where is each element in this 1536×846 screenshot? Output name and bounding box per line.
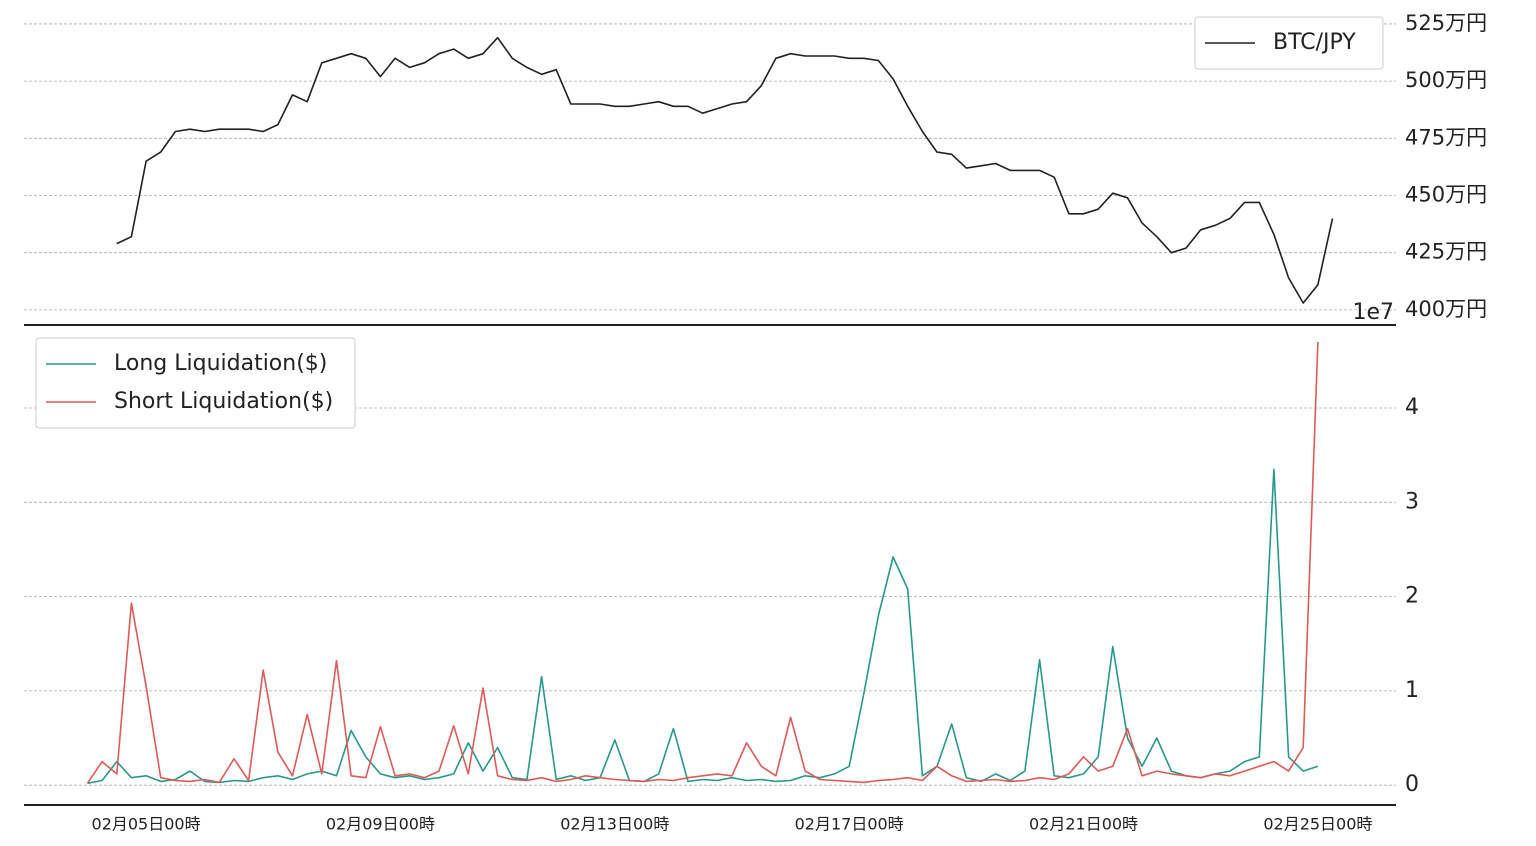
- series-line: [87, 468, 1319, 785]
- x-tick-label: 02月21日00時: [1029, 815, 1138, 834]
- y-tick-label: 525万円: [1405, 11, 1487, 35]
- legend-box: [35, 337, 356, 429]
- x-tick-label: 02月09日00時: [326, 815, 435, 834]
- y-offset-label: 1e7: [1352, 300, 1394, 325]
- x-tick-label: 02月17日00時: [795, 815, 904, 834]
- y-tick-label: 3: [1405, 489, 1419, 514]
- series-line: [86, 341, 1319, 784]
- y-tick-label: 475万円: [1405, 125, 1487, 149]
- x-tick-label: 02月13日00時: [560, 815, 669, 834]
- y-tick-label: 425万円: [1405, 240, 1487, 264]
- legend-label: Long Liquidation($): [114, 351, 327, 376]
- y-tick-label: 2: [1405, 584, 1419, 609]
- y-tick-label: 1: [1405, 678, 1419, 703]
- legend-label: Short Liquidation($): [114, 389, 333, 414]
- y-tick-label: 400万円: [1405, 297, 1487, 321]
- legend-box: [1194, 16, 1384, 70]
- y-tick-label: 500万円: [1405, 68, 1487, 92]
- legend-label: BTC/JPY: [1273, 30, 1356, 55]
- x-tick-label: 02月25日00時: [1263, 815, 1372, 834]
- x-tick-label: 02月05日00時: [92, 815, 201, 834]
- y-tick-label: 0: [1405, 772, 1419, 797]
- y-tick-label: 4: [1405, 395, 1419, 420]
- y-tick-label: 450万円: [1405, 183, 1487, 207]
- series-line: [116, 36, 1334, 304]
